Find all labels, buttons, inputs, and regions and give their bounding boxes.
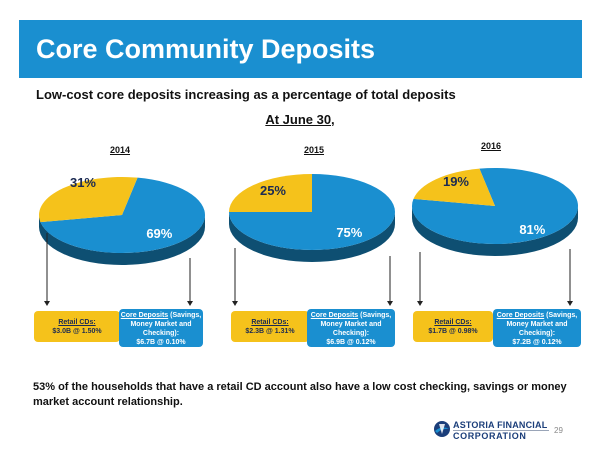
arrowhead-icon	[44, 301, 50, 306]
core-deposits-head: Core Deposits	[496, 312, 545, 319]
pie-slice-retail-cds-2014	[39, 177, 138, 223]
core-deposits-detail: $7.2B @ 0.12%	[512, 339, 562, 346]
logo-rule	[453, 430, 549, 431]
logo-line1: ASTORIA FINANCIAL	[453, 420, 548, 430]
footnote: 53% of the households that have a retail…	[33, 381, 567, 408]
page-number: 29	[554, 426, 563, 435]
retail-cd-box-2014: Retail CDs: $3.0B @ 1.50%	[34, 311, 120, 342]
pie-slice-retail-cds-2016	[413, 168, 495, 206]
pie-slice-core-deposits-2016	[412, 168, 578, 245]
data-label-retail-2016: 19%	[443, 174, 469, 189]
pie-2015: 25% 75%	[229, 174, 395, 306]
data-label-retail-2014: 31%	[70, 175, 96, 190]
retail-cd-head: Retail CDs:	[251, 319, 289, 326]
arrowhead-icon	[387, 301, 393, 306]
pie-slice-retail-cds-2015	[229, 174, 312, 212]
retail-cd-detail: $3.0B @ 1.50%	[52, 328, 102, 335]
pie-side-2016	[412, 206, 578, 256]
pie-charts: 31% 69% 25% 75% 19% 81%	[39, 168, 578, 306]
subtitle: Low-cost core deposits increasing as a p…	[36, 87, 456, 102]
core-deposits-detail: $6.7B @ 0.10%	[136, 339, 186, 346]
core-deposits-head: Core Deposits	[310, 312, 359, 319]
core-deposits-head: Core Deposits	[120, 312, 169, 319]
pie-slice-core-deposits-2014	[40, 177, 206, 253]
arrowhead-icon	[567, 301, 573, 306]
data-label-core-2015: 75%	[336, 225, 362, 240]
year-label-2016: 2016	[480, 141, 502, 151]
arrowhead-icon	[232, 301, 238, 306]
pie-side-2015	[229, 212, 395, 262]
retail-cd-detail: $2.3B @ 1.31%	[245, 328, 295, 335]
retail-cd-box-2016: Retail CDs: $1.7B @ 0.98%	[413, 311, 493, 342]
retail-cd-head: Retail CDs:	[434, 319, 472, 326]
arrowhead-icon	[187, 301, 193, 306]
retail-cd-box-2015: Retail CDs: $2.3B @ 1.31%	[231, 311, 309, 342]
core-deposits-detail: $6.9B @ 0.12%	[326, 339, 376, 346]
core-deposits-desc: (Savings, Money Market and Checking):	[130, 312, 202, 337]
arrowhead-icon	[417, 301, 423, 306]
core-deposits-box-2016: Core Deposits (Savings, Money Market and…	[493, 309, 581, 347]
year-label-2015: 2015	[303, 145, 325, 155]
page-title: Core Community Deposits	[36, 34, 376, 64]
retail-cd-detail: $1.7B @ 0.98%	[428, 328, 478, 335]
pie-2016: 19% 81%	[412, 168, 578, 306]
data-label-core-2014: 69%	[146, 226, 172, 241]
pie-side-2014	[39, 215, 205, 265]
pie-2014: 31% 69%	[39, 175, 206, 306]
data-label-core-2016: 81%	[519, 222, 545, 237]
core-deposits-box-2015: Core Deposits (Savings, Money Market and…	[307, 309, 395, 347]
core-deposits-box-2014: Core Deposits (Savings, Money Market and…	[119, 309, 203, 347]
logo-mark-icon	[434, 421, 450, 437]
logo-line2: CORPORATION	[453, 431, 527, 441]
core-deposits-desc: (Savings, Money Market and Checking):	[506, 312, 578, 337]
year-label-2014: 2014	[109, 145, 131, 155]
title-bar: Core Community Deposits	[19, 20, 582, 78]
retail-cd-head: Retail CDs:	[58, 319, 96, 326]
data-label-retail-2015: 25%	[260, 183, 286, 198]
core-deposits-desc: (Savings, Money Market and Checking):	[320, 312, 392, 337]
period-label: At June 30,	[265, 112, 335, 127]
